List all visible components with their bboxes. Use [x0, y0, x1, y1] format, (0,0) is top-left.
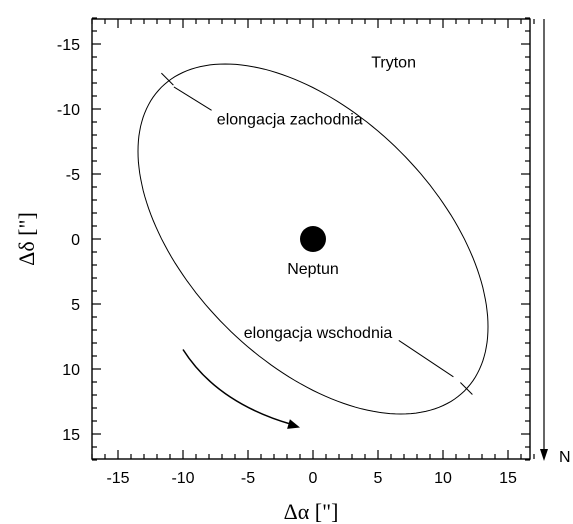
x-tick-label: 5 — [374, 470, 383, 487]
west-elongation-leader — [173, 86, 212, 111]
neptune-marker — [300, 226, 326, 252]
y-tick-label: -5 — [66, 167, 80, 184]
x-tick-label: 0 — [309, 470, 318, 487]
y-tick-label: 15 — [62, 427, 80, 444]
x-axis-title: Δα ["] — [284, 499, 339, 524]
y-axis-title: Δδ ["] — [14, 212, 39, 266]
east-elongation-leader — [398, 339, 454, 378]
x-tick-labels: -15 -10 -5 0 5 10 15 — [106, 470, 517, 487]
axis-ticks — [91, 17, 535, 461]
y-tick-label: -10 — [57, 102, 80, 119]
x-tick-label: -15 — [106, 470, 129, 487]
y-tick-label: -15 — [57, 37, 80, 54]
west-elongation-label: elongacja zachodnia — [217, 112, 363, 129]
north-label: N — [559, 449, 571, 466]
y-tick-label: 0 — [71, 232, 80, 249]
x-tick-label: -10 — [171, 470, 194, 487]
plot-frame — [91, 18, 531, 460]
y-tick-label: 10 — [62, 362, 80, 379]
orbital-motion-arrowhead — [287, 419, 300, 429]
triton-label: Tryton — [371, 54, 416, 71]
east-elongation-tick — [460, 382, 473, 395]
west-elongation-tick — [161, 72, 174, 86]
orbital-motion-arrow — [182, 349, 293, 426]
triton-orbit — [137, 63, 489, 415]
x-tick-label: 15 — [499, 470, 517, 487]
y-tick-labels: -15 -10 -5 0 5 10 15 — [57, 37, 80, 444]
x-tick-label: -5 — [241, 470, 255, 487]
neptune-label: Neptun — [287, 261, 339, 278]
x-tick-label: 10 — [434, 470, 452, 487]
east-elongation-label: elongacja wschodnia — [244, 325, 393, 342]
north-arrow-head — [540, 449, 548, 461]
y-tick-label: 5 — [71, 297, 80, 314]
